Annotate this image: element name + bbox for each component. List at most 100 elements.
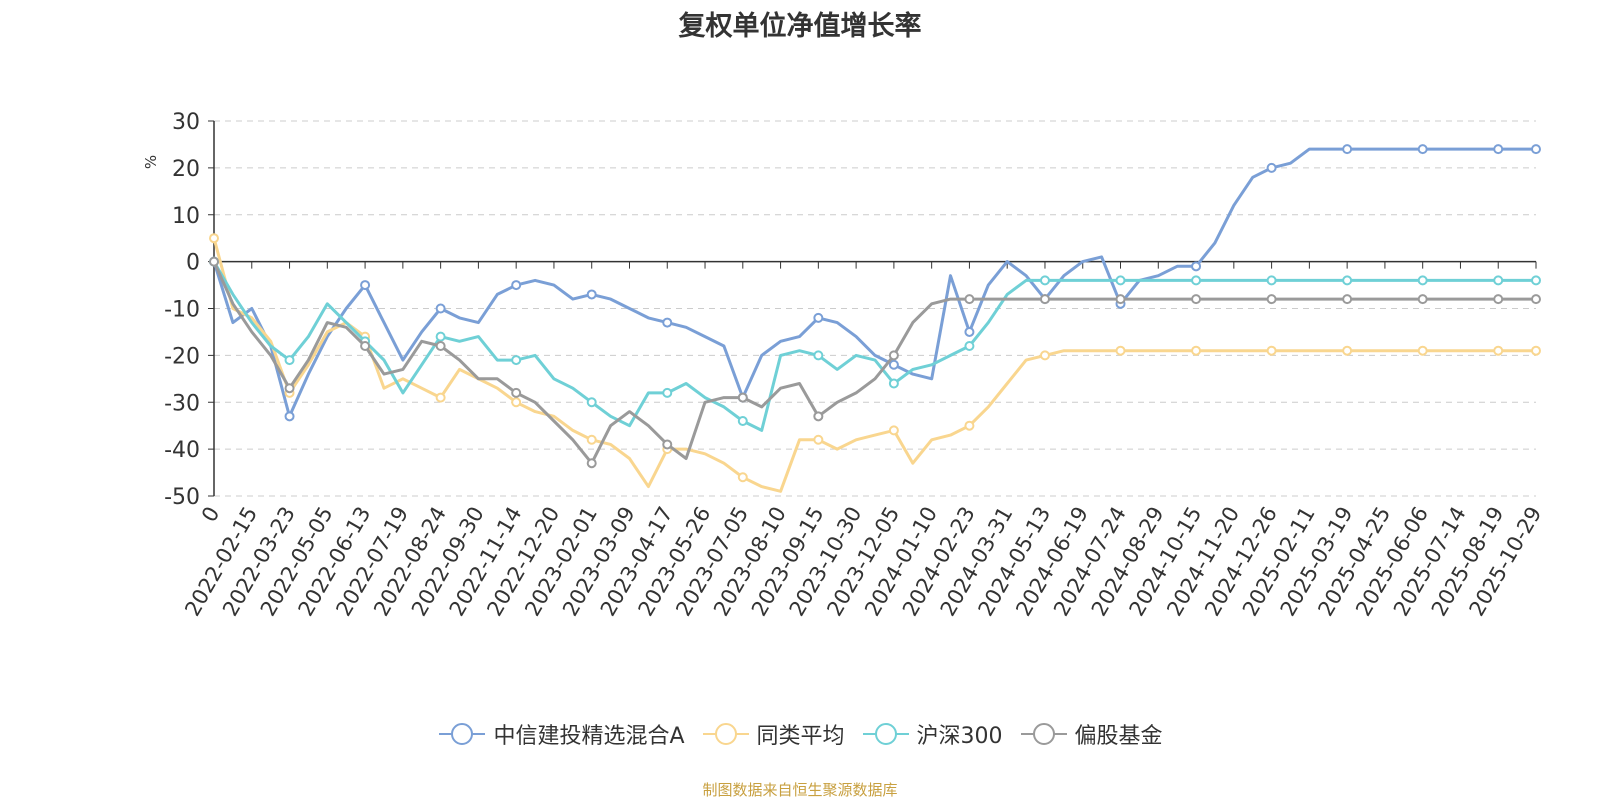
y-axis-unit-label: % [142, 155, 160, 169]
data-point [360, 341, 371, 351]
series-1 [209, 233, 1541, 493]
gridlines [214, 120, 1536, 497]
data-point [964, 294, 975, 305]
data-point [511, 280, 522, 291]
data-point [1531, 144, 1541, 155]
line-chart: 3020100-10-20-30-40-5002022-02-152022-03… [142, 110, 1546, 620]
data-point [511, 355, 522, 366]
data-point [888, 425, 899, 436]
data-point [1266, 275, 1277, 286]
data-point [662, 439, 673, 450]
y-tick-label: 30 [172, 110, 200, 135]
legend-marker-icon [702, 723, 749, 745]
data-point [1417, 294, 1428, 305]
data-point [1417, 144, 1428, 155]
data-point [1417, 275, 1428, 286]
data-point [1342, 275, 1353, 286]
data-point [888, 378, 899, 389]
data-point [888, 350, 899, 361]
series-line [212, 147, 1536, 418]
source-note: 制图数据来自恒生聚源数据库 [702, 781, 898, 799]
legend-label: 同类平均 [756, 724, 845, 749]
legend-marker-icon [439, 723, 486, 745]
data-point [1531, 275, 1541, 286]
data-point [284, 383, 295, 394]
legend-item[interactable]: 同类平均 [701, 718, 845, 750]
y-tick-label: -10 [164, 298, 200, 323]
data-point [1342, 345, 1353, 356]
data-point [1266, 294, 1277, 305]
data-point [209, 256, 219, 267]
data-point [284, 355, 295, 366]
data-point [1417, 345, 1428, 356]
y-tick-label: 0 [186, 251, 200, 276]
data-point [1531, 294, 1541, 305]
series-2 [209, 256, 1541, 432]
data-point [360, 280, 371, 291]
data-point [1191, 275, 1202, 286]
data-point [1115, 345, 1126, 356]
legend-marker-icon [1020, 723, 1067, 745]
legend-label: 中信建投精选混合A [493, 724, 685, 749]
data-point [435, 341, 446, 351]
series-line [212, 237, 1536, 493]
data-point [1039, 294, 1050, 305]
data-point [1493, 275, 1504, 286]
data-point [662, 317, 673, 328]
data-point [1115, 275, 1126, 286]
data-point [964, 420, 975, 431]
data-point [586, 289, 597, 300]
legend: 中信建投精选混合A 同类平均 沪深300 偏股基金 [0, 718, 1600, 750]
y-tick-label: 20 [172, 157, 200, 182]
series-3 [209, 256, 1541, 469]
data-point [1191, 294, 1202, 305]
data-point [209, 233, 219, 244]
series-lines [209, 144, 1541, 493]
legend-marker-icon [862, 723, 909, 745]
data-point [1191, 261, 1202, 272]
y-tick-label: -40 [164, 438, 200, 463]
data-point [586, 434, 597, 445]
legend-item[interactable]: 沪深300 [861, 718, 1003, 750]
data-point [964, 341, 975, 351]
data-point [1039, 275, 1050, 286]
data-point [1493, 294, 1504, 305]
data-point [1493, 345, 1504, 356]
data-point [1191, 345, 1202, 356]
data-point [284, 411, 295, 422]
data-point [813, 350, 824, 361]
legend-item[interactable]: 中信建投精选混合A [437, 718, 685, 750]
data-point [737, 416, 748, 426]
data-point [435, 331, 446, 342]
legend-item[interactable]: 偏股基金 [1019, 718, 1163, 750]
data-point [1342, 144, 1353, 155]
data-point [737, 392, 748, 403]
data-point [586, 397, 597, 408]
series-line [212, 260, 1536, 432]
data-point [662, 387, 673, 398]
data-point [1266, 345, 1277, 356]
y-tick-label: -50 [164, 485, 200, 510]
data-point [435, 303, 446, 314]
data-point [586, 458, 597, 469]
data-point [1531, 345, 1541, 356]
chart-title: 复权单位净值增长率 [678, 11, 922, 42]
series-line [212, 260, 1536, 465]
data-point [737, 472, 748, 483]
data-point [813, 434, 824, 445]
y-tick-label: -30 [164, 391, 200, 416]
data-point [1342, 294, 1353, 305]
data-point [964, 326, 975, 337]
data-point [1266, 162, 1277, 173]
data-point [813, 411, 824, 422]
data-point [813, 312, 824, 323]
data-point [435, 392, 446, 403]
y-tick-label: -20 [164, 344, 200, 369]
data-point [1115, 294, 1126, 305]
data-point [511, 387, 522, 398]
data-point [1039, 350, 1050, 361]
legend-label: 偏股基金 [1074, 724, 1163, 749]
x-tick-label: 0 [197, 503, 224, 527]
axes: 3020100-10-20-30-40-5002022-02-152022-03… [164, 110, 1546, 620]
data-point [511, 397, 522, 408]
